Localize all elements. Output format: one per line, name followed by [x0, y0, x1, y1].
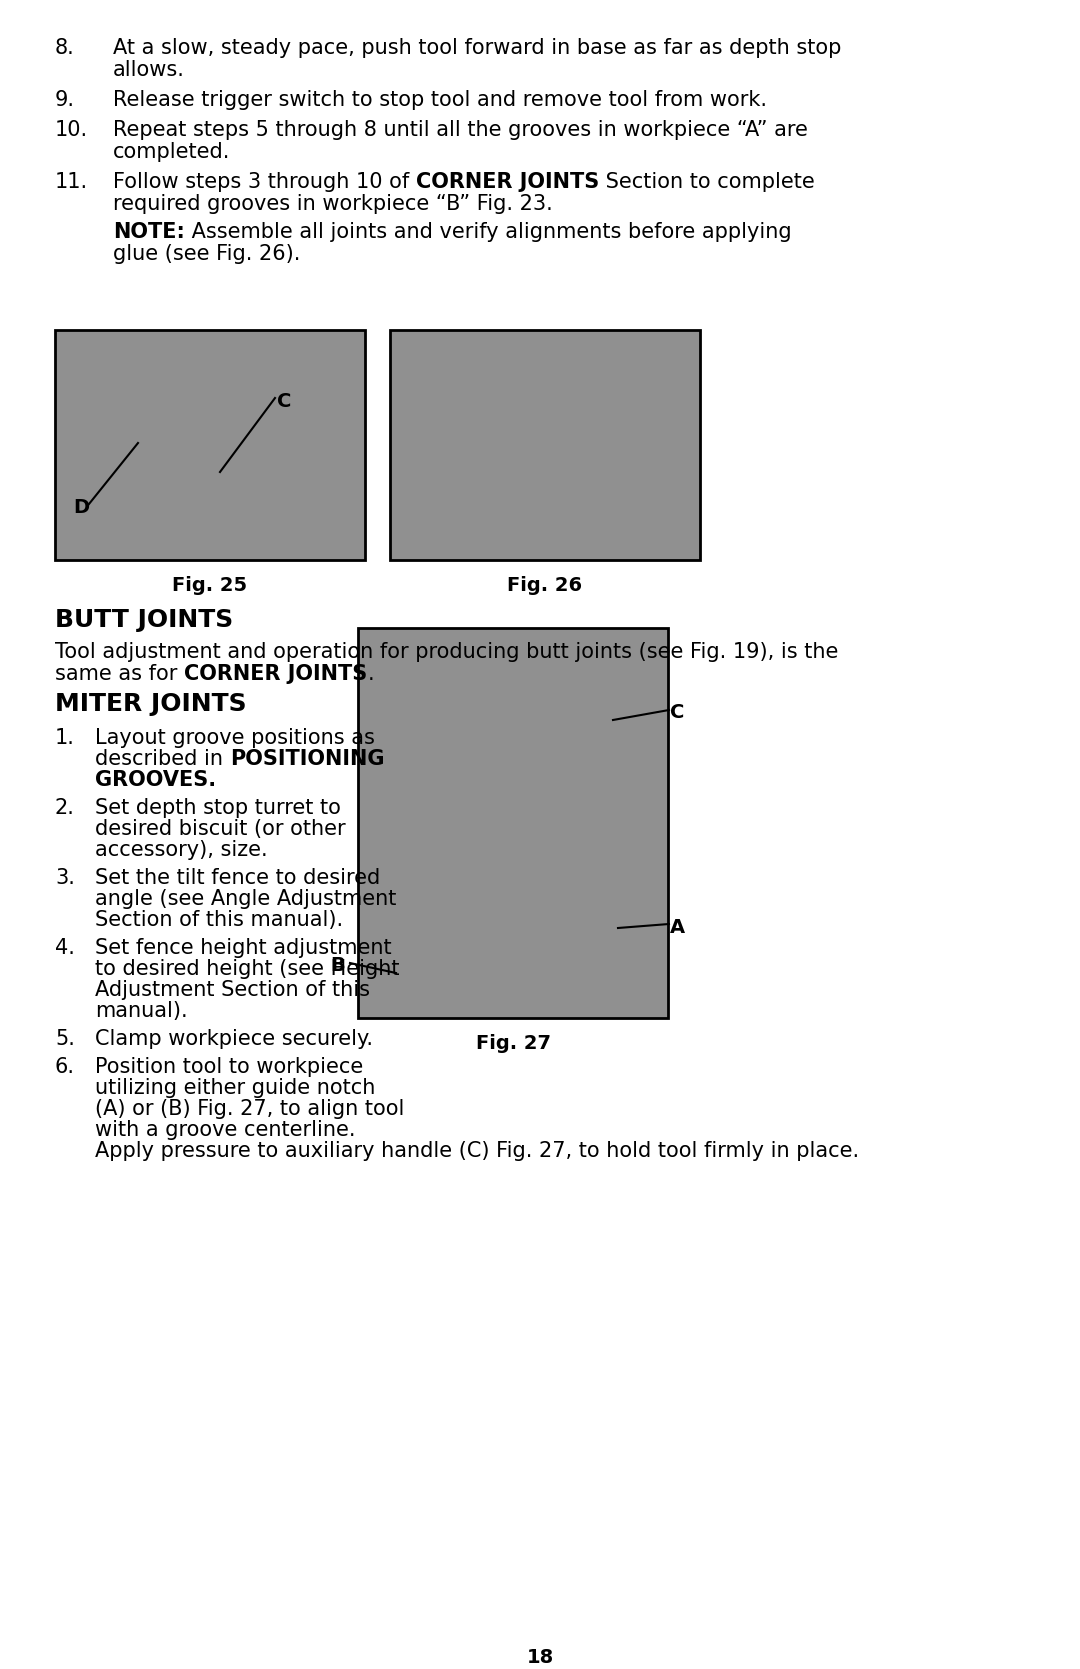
Text: Section to complete: Section to complete	[599, 172, 815, 192]
Text: Repeat steps 5 through 8 until all the grooves in workpiece “A” are: Repeat steps 5 through 8 until all the g…	[113, 120, 808, 140]
Text: 9.: 9.	[55, 90, 75, 110]
Text: Set the tilt fence to desired: Set the tilt fence to desired	[95, 868, 380, 888]
Text: Adjustment Section of this: Adjustment Section of this	[95, 980, 370, 1000]
Text: allows.: allows.	[113, 60, 185, 80]
Text: .: .	[367, 664, 374, 684]
Text: 18: 18	[526, 1647, 554, 1667]
Text: GROOVES.: GROOVES.	[95, 769, 216, 789]
Text: 8.: 8.	[55, 38, 75, 58]
Text: 10.: 10.	[55, 120, 89, 140]
Text: Set depth stop turret to: Set depth stop turret to	[95, 798, 341, 818]
Text: Layout groove positions as: Layout groove positions as	[95, 728, 375, 748]
Text: Apply pressure to auxiliary handle (C) Fig. 27, to hold tool firmly in place.: Apply pressure to auxiliary handle (C) F…	[95, 1142, 859, 1162]
Text: Release trigger switch to stop tool and remove tool from work.: Release trigger switch to stop tool and …	[113, 90, 767, 110]
Text: Set fence height adjustment: Set fence height adjustment	[95, 938, 392, 958]
Text: Tool adjustment and operation for producing butt joints (see Fig. 19), is the: Tool adjustment and operation for produc…	[55, 643, 838, 663]
Text: Follow steps 3 through 10 of: Follow steps 3 through 10 of	[113, 172, 416, 192]
Text: manual).: manual).	[95, 1001, 188, 1021]
Text: completed.: completed.	[113, 142, 230, 162]
Text: BUTT JOINTS: BUTT JOINTS	[55, 608, 233, 633]
Text: NOTE:: NOTE:	[113, 222, 185, 242]
Text: glue (see Fig. 26).: glue (see Fig. 26).	[113, 244, 300, 264]
Text: to desired height (see Height: to desired height (see Height	[95, 960, 400, 980]
Text: 11.: 11.	[55, 172, 89, 192]
Text: Assemble all joints and verify alignments before applying: Assemble all joints and verify alignment…	[185, 222, 792, 242]
Text: same as for: same as for	[55, 664, 184, 684]
Text: 6.: 6.	[55, 1056, 75, 1077]
Bar	[357, 628, 669, 1018]
Text: 5.: 5.	[55, 1030, 75, 1050]
Text: utilizing either guide notch: utilizing either guide notch	[95, 1078, 376, 1098]
Text: CORNER JOINTS: CORNER JOINTS	[416, 172, 599, 192]
Text: At a slow, steady pace, push tool forward in base as far as depth stop: At a slow, steady pace, push tool forwar…	[113, 38, 841, 58]
Text: D: D	[73, 497, 90, 517]
Text: angle (see Angle Adjustment: angle (see Angle Adjustment	[95, 890, 396, 910]
Text: Clamp workpiece securely.: Clamp workpiece securely.	[95, 1030, 373, 1050]
Text: CORNER JOINTS: CORNER JOINTS	[184, 664, 367, 684]
Text: Section of this manual).: Section of this manual).	[95, 910, 343, 930]
Text: described in: described in	[95, 749, 230, 769]
Text: POSITIONING: POSITIONING	[230, 749, 384, 769]
Text: 3.: 3.	[55, 868, 75, 888]
Text: with a groove centerline.: with a groove centerline.	[95, 1120, 355, 1140]
Text: Fig. 25: Fig. 25	[173, 576, 247, 596]
Text: (A) or (B) Fig. 27, to align tool: (A) or (B) Fig. 27, to align tool	[95, 1098, 404, 1118]
Text: 4.: 4.	[55, 938, 75, 958]
Text: Position tool to workpiece: Position tool to workpiece	[95, 1056, 363, 1077]
Text: 1.: 1.	[55, 728, 75, 748]
Text: 2.: 2.	[55, 798, 75, 818]
Text: A: A	[670, 918, 685, 936]
Text: Fig. 26: Fig. 26	[508, 576, 582, 596]
Bar	[390, 330, 700, 561]
Text: Fig. 27: Fig. 27	[475, 1035, 551, 1053]
Text: accessory), size.: accessory), size.	[95, 840, 268, 860]
Text: C: C	[670, 703, 685, 723]
Text: desired biscuit (or other: desired biscuit (or other	[95, 819, 346, 840]
Text: MITER JOINTS: MITER JOINTS	[55, 693, 246, 716]
Text: B: B	[330, 956, 345, 975]
Text: required grooves in workpiece “B” Fig. 23.: required grooves in workpiece “B” Fig. 2…	[113, 194, 553, 214]
Bar	[55, 330, 365, 561]
Text: C: C	[276, 392, 292, 411]
